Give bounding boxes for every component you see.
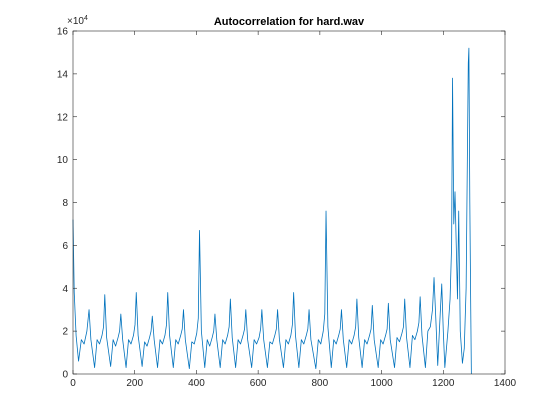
x-tick-label: 1400 (494, 378, 517, 389)
y-multiplier: ×104 (67, 15, 88, 27)
y-tick-label: 6 (62, 241, 68, 252)
y-multiplier-exponent: 4 (84, 15, 88, 22)
y-multiplier-base: ×10 (67, 16, 84, 27)
plot-area (73, 31, 505, 374)
y-tick-label: 2 (62, 327, 68, 338)
x-tick-label: 400 (188, 378, 205, 389)
x-tick-label: 1200 (432, 378, 455, 389)
chart-title: Autocorrelation for hard.wav (214, 16, 365, 28)
x-tick-label: 800 (312, 378, 329, 389)
y-tick-label: 8 (62, 198, 68, 209)
y-tick-label: 14 (57, 69, 69, 80)
y-tick-label: 4 (62, 284, 68, 295)
y-tick-label: 16 (57, 27, 69, 38)
x-tick-label: 0 (70, 378, 76, 389)
data-line (72, 47, 472, 375)
x-tick-label: 1000 (370, 378, 393, 389)
y-tick-label: 0 (62, 370, 68, 381)
y-tick-label: 10 (57, 155, 69, 166)
x-tick-label: 600 (250, 378, 267, 389)
x-tick-label: 200 (126, 378, 143, 389)
y-tick-label: 12 (57, 112, 69, 123)
